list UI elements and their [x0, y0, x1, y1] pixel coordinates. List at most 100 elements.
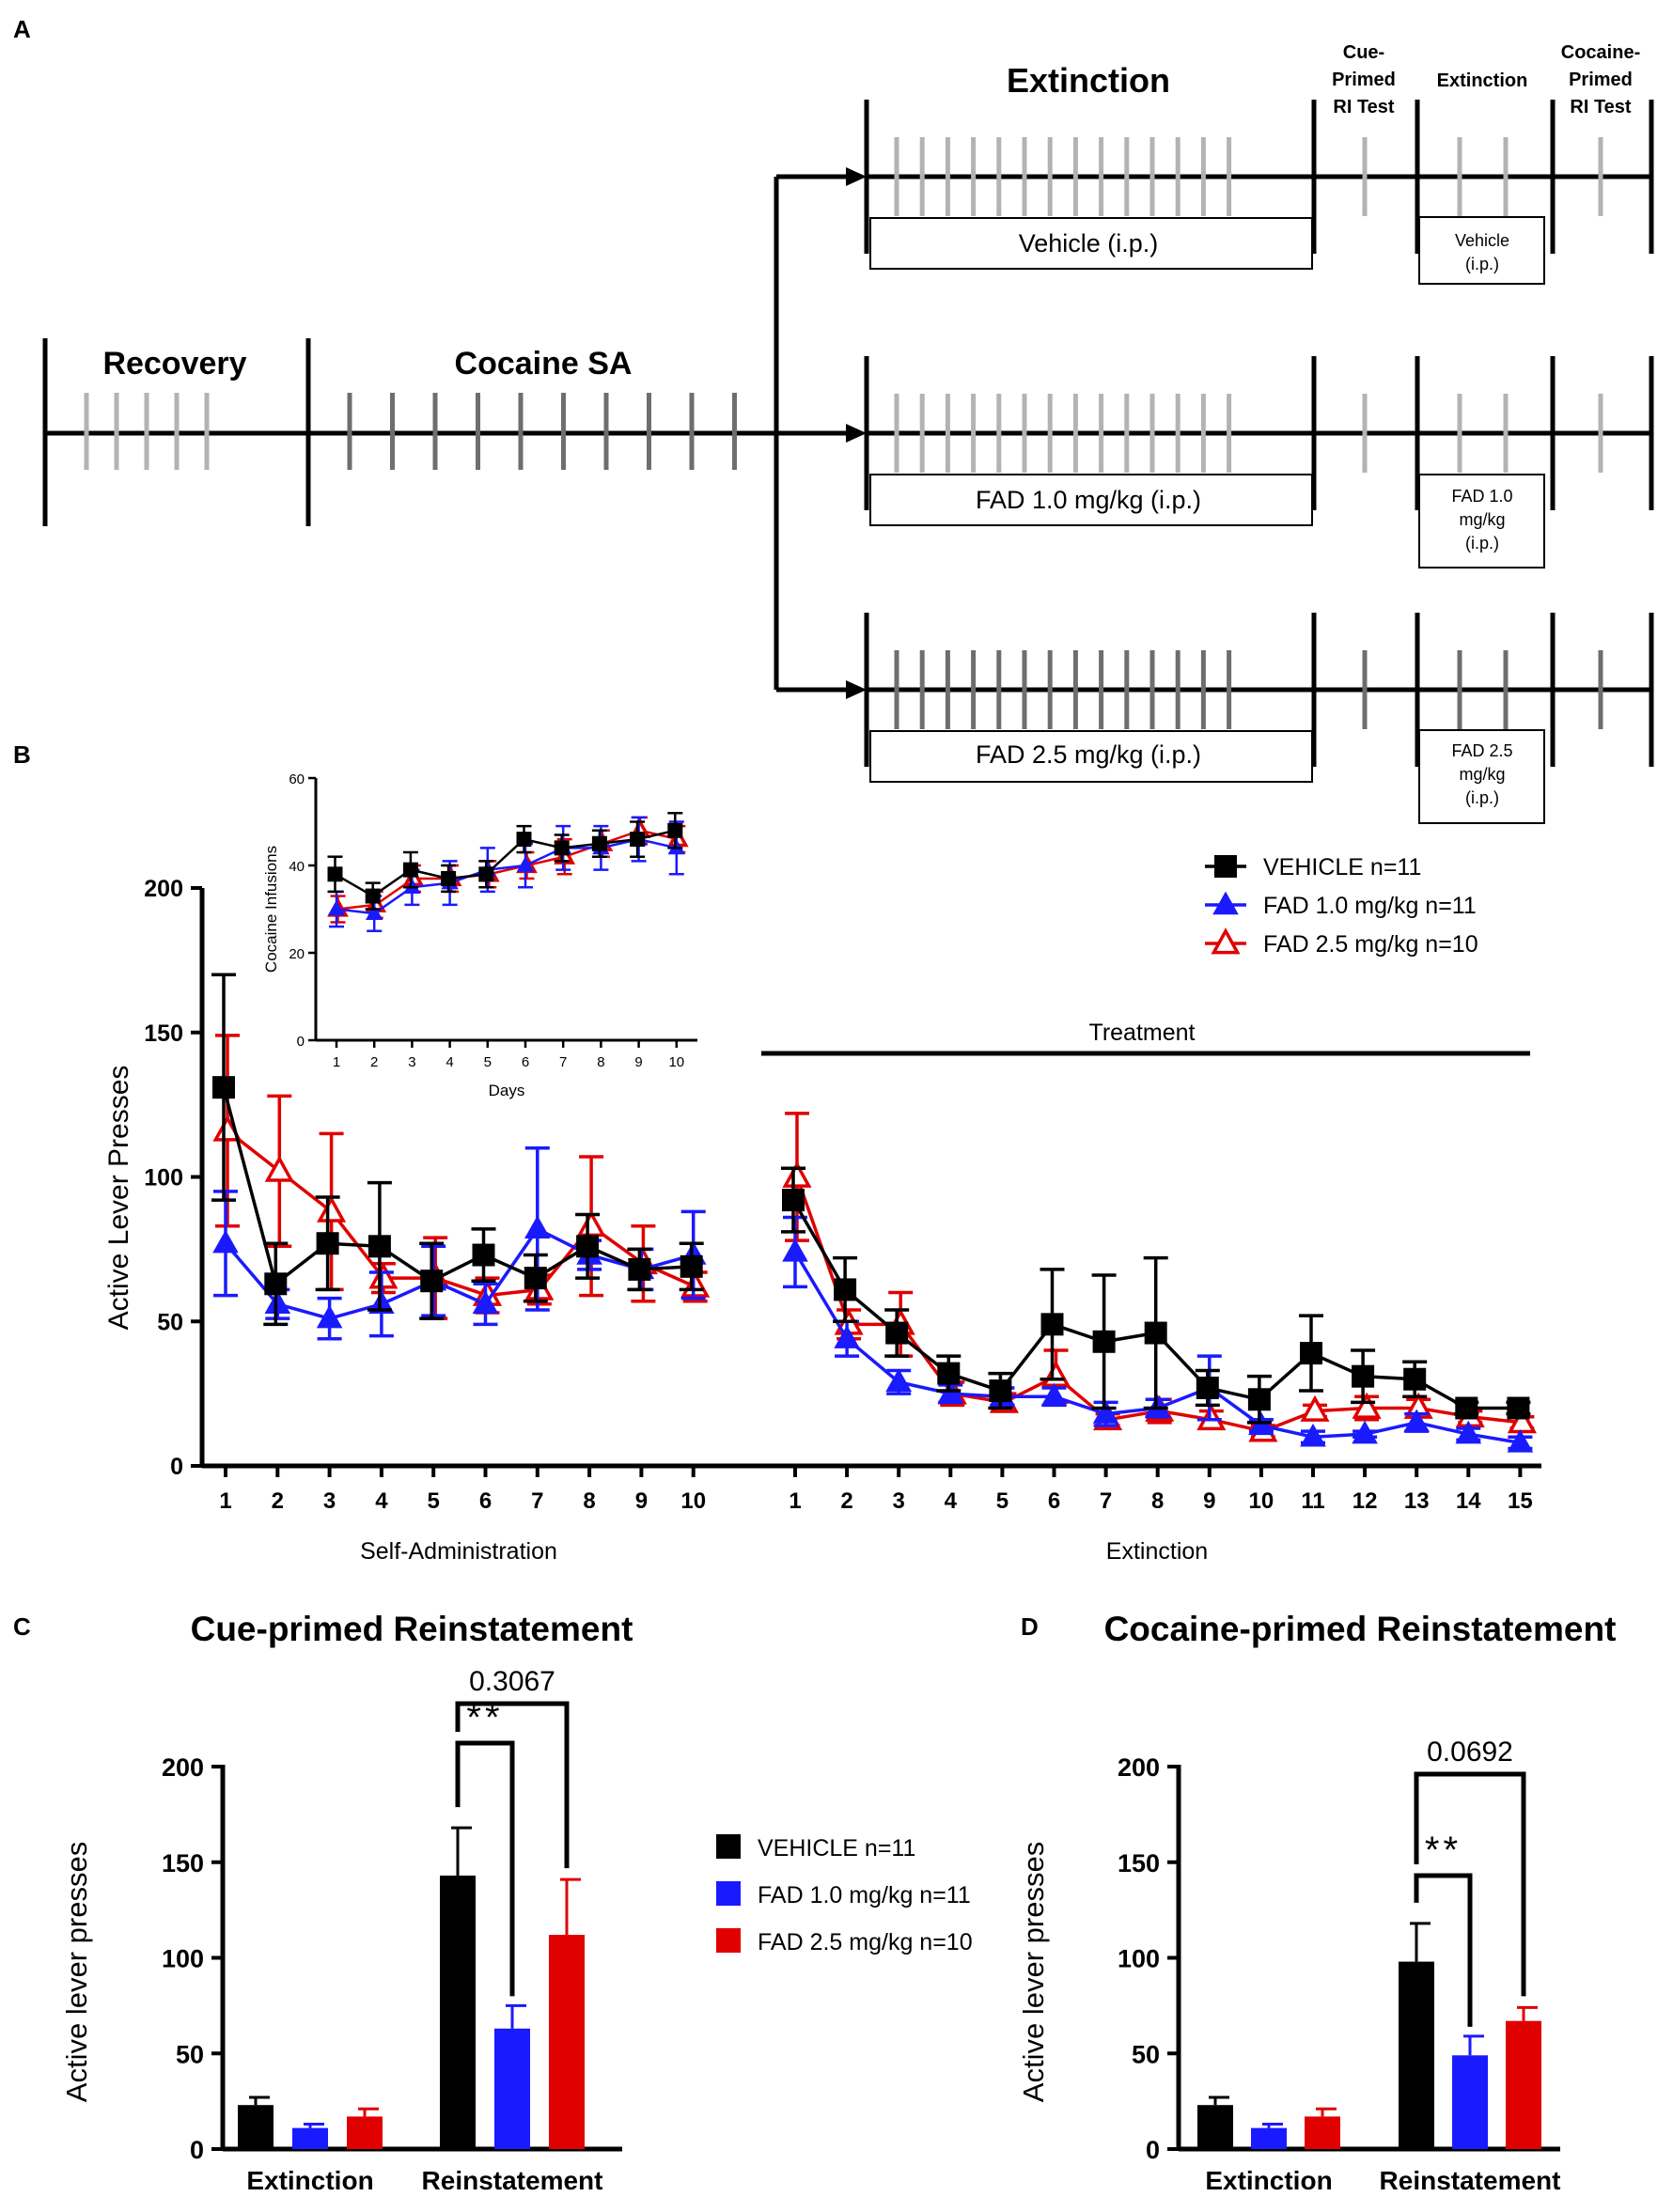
b-data-point	[1403, 1409, 1430, 1433]
row-fad25: FAD 2.5 mg/kg (i.p.) FAD 2.5 mg/kg (i.p.…	[976, 740, 1513, 807]
bar	[347, 2116, 383, 2149]
inset-x-tick-label: 1	[333, 1054, 340, 1070]
inset-data-point	[630, 832, 646, 848]
b-data-point	[1196, 1403, 1227, 1431]
b-series-line	[222, 1086, 692, 1287]
bar	[1197, 2105, 1233, 2149]
b-data-point	[1403, 1367, 1427, 1391]
bar-y-tick-label: 0	[190, 2136, 204, 2164]
section-label-extinction: Extinction	[1106, 1538, 1208, 1565]
b-x-tick-label: 13	[1404, 1488, 1430, 1514]
treatment-small-box	[1418, 729, 1545, 824]
bar-y-tick-label: 150	[1118, 1849, 1160, 1877]
inset-x-tick-label: 5	[484, 1054, 492, 1070]
b-series-0	[211, 973, 1531, 1425]
row-box-label: Vehicle (i.p.)	[1019, 229, 1159, 257]
b-data-point	[885, 1368, 912, 1393]
bar-category-label: Reinstatement	[422, 2166, 603, 2195]
branch-arrowhead	[846, 424, 867, 443]
row-small-box-line: mg/kg	[1459, 765, 1505, 784]
b-x-tick-label: 2	[272, 1488, 284, 1514]
inset-data-point	[516, 832, 532, 848]
b-data-point	[472, 1290, 499, 1314]
treatment-rows: Vehicle (i.p.) Vehicle (i.p.) FAD 1.0 mg…	[776, 100, 1654, 824]
inset-y-tick-label: 0	[297, 1034, 305, 1050]
bar	[1305, 2116, 1340, 2149]
b-x-tick-label: 10	[1249, 1488, 1274, 1514]
row-small-box-line: (i.p.)	[1465, 788, 1499, 807]
b-data-point	[989, 1379, 1012, 1403]
bar	[238, 2105, 274, 2149]
b-x-tick-label: 3	[323, 1488, 336, 1514]
bar	[440, 1875, 476, 2149]
b-series-2	[212, 1034, 1537, 1442]
b-x-tick-label: 8	[1151, 1488, 1164, 1514]
b-legend-marker	[1211, 927, 1241, 955]
bar	[292, 2127, 328, 2149]
bar	[1399, 1961, 1434, 2149]
inset-data-point	[516, 856, 535, 872]
inset-data-point	[402, 862, 418, 878]
panel-a-letter: A	[13, 15, 31, 43]
b-data-point	[1040, 1382, 1068, 1407]
b-x-tick-label: 9	[635, 1488, 648, 1514]
significance-stars: **	[1425, 1830, 1462, 1871]
inset-data-point	[327, 866, 343, 882]
inset-series-line	[336, 837, 678, 915]
cocaine-test-header-1: Cocaine-	[1561, 42, 1640, 63]
inset-x-tick-label: 8	[597, 1054, 604, 1070]
inset-x-tick-label: 4	[446, 1054, 453, 1070]
significance-bracket	[455, 1701, 570, 1869]
b-data-point	[1507, 1407, 1537, 1434]
b-data-point	[1040, 1360, 1071, 1388]
bar-legend-swatch	[716, 1881, 741, 1906]
treatment-box	[869, 217, 1313, 270]
b-data-point	[1455, 1396, 1478, 1420]
b-data-point	[1196, 1376, 1219, 1399]
b-data-point	[264, 1290, 291, 1314]
bar-y-tick-label: 200	[1118, 1753, 1160, 1782]
bar-chart-title: Cue-primed Reinstatement	[191, 1610, 633, 1648]
b-x-tick-label: 14	[1456, 1488, 1481, 1514]
b-data-point	[316, 1304, 343, 1329]
treatment-box	[869, 474, 1313, 526]
b-x-tick-label: 4	[375, 1488, 388, 1514]
b-y-tick-label: 0	[170, 1454, 183, 1480]
b-x-tick-label: 8	[583, 1488, 595, 1514]
b-x-tick-label: 7	[531, 1488, 543, 1514]
b-data-point	[576, 1235, 600, 1258]
b-legend-marker	[1214, 855, 1237, 878]
b-data-point	[782, 1161, 812, 1188]
b-data-point	[264, 1155, 294, 1182]
b-data-point	[524, 1215, 551, 1239]
b-series-1	[212, 1146, 1534, 1453]
inset-series-line	[337, 829, 679, 911]
row-box-label: FAD 1.0 mg/kg (i.p.)	[976, 486, 1201, 514]
b-data-point	[1352, 1364, 1375, 1388]
inset-series-line	[334, 829, 676, 898]
panel-a-timeline: A Recovery Cocaine SA Extinction Cue- Pr…	[13, 15, 1654, 824]
b-data-point	[472, 1243, 495, 1267]
inset-x-tick-label: 2	[370, 1054, 378, 1070]
b-y-tick-label: 100	[144, 1165, 183, 1192]
c-legend: VEHICLE n=11 FAD 1.0 mg/kg n=11 FAD 2.5 mg…	[716, 1834, 973, 1955]
b-data-point	[212, 1229, 239, 1254]
row-box-label: FAD 2.5 mg/kg (i.p.)	[976, 740, 1201, 769]
b-x-tick-label: 3	[893, 1488, 905, 1514]
inset-series-0	[327, 811, 683, 911]
b-data-point	[1247, 1388, 1271, 1411]
b-data-point	[1352, 1392, 1382, 1419]
b-x-tick-label: 7	[1100, 1488, 1112, 1514]
b-data-point	[368, 1290, 395, 1314]
treatment-label: Treatment	[1088, 1020, 1195, 1046]
branch-arrowhead	[846, 167, 867, 186]
bar-y-tick-label: 0	[1146, 2136, 1160, 2164]
treatment-small-box	[1418, 474, 1545, 569]
b-legend-label: FAD 1.0 mg/kg n=11	[1263, 893, 1477, 919]
b-data-point	[212, 1076, 235, 1099]
recovery-ticks	[84, 393, 210, 470]
bar	[494, 2028, 530, 2149]
b-data-point	[1507, 1429, 1534, 1453]
bar-legend-label: FAD 1.0 mg/kg n=11	[758, 1882, 971, 1908]
